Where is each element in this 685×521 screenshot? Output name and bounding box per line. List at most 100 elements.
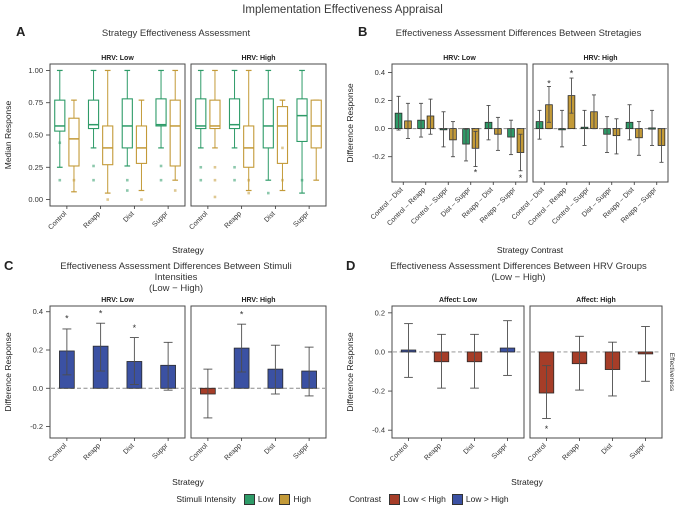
svg-text:HRV: Low: HRV: Low — [101, 55, 134, 62]
legend-label-high: High — [293, 494, 311, 504]
svg-text:HRV: High: HRV: High — [241, 55, 275, 62]
panel-c: C Effectiveness Assessment Differences B… — [0, 256, 342, 488]
panel-a-letter: A — [16, 24, 26, 39]
svg-text:Reapp: Reapp — [82, 442, 102, 462]
svg-text:-0.2: -0.2 — [372, 152, 385, 161]
panel-c-title-line2: (Low − High) — [148, 283, 204, 294]
svg-text:Control: Control — [47, 210, 68, 231]
svg-text:0.0: 0.0 — [375, 124, 385, 133]
svg-text:Strategy Contrast: Strategy Contrast — [497, 245, 564, 255]
panel-a: A Strategy Effectiveness Assessment Medi… — [0, 20, 342, 256]
svg-text:-0.4: -0.4 — [372, 426, 385, 435]
panel-d-chart: Difference Response 0.2 0.0 -0.2 -0.4 Affect:… — [345, 297, 675, 487]
svg-text:*: * — [570, 68, 574, 78]
svg-text:Reapp: Reapp — [223, 442, 243, 462]
svg-text:Suppr: Suppr — [151, 210, 170, 229]
panel-c-title: Effectiveness Assessment Differences Bet… — [0, 256, 342, 294]
panel-grid: A Strategy Effectiveness Assessment Medi… — [0, 20, 685, 488]
svg-text:*: * — [240, 310, 244, 320]
figure-title: Implementation Effectiveness Appraisal — [242, 4, 443, 16]
svg-text:Difference Response: Difference Response — [3, 332, 13, 411]
svg-text:HRV: High: HRV: High — [241, 297, 275, 304]
svg-text:Affect: High: Affect: High — [576, 297, 616, 304]
svg-text:Suppr: Suppr — [151, 442, 170, 461]
svg-text:Dist: Dist — [263, 210, 277, 224]
svg-text:0.4: 0.4 — [33, 307, 43, 316]
legend-item-high: High — [279, 493, 311, 505]
legend-swatch-red — [389, 493, 401, 505]
panel-b-letter: B — [358, 24, 368, 39]
svg-text:Control: Control — [188, 210, 209, 231]
svg-text:Suppr: Suppr — [629, 442, 648, 461]
legend-label-low-gt-high: Low > High — [465, 494, 509, 504]
panel-d-letter: D — [346, 258, 356, 273]
svg-text:Affect: Low: Affect: Low — [439, 297, 478, 304]
svg-text:0.00: 0.00 — [28, 195, 43, 204]
svg-text:HRV: Low: HRV: Low — [101, 297, 134, 304]
legend-swatch-green — [243, 493, 255, 505]
panel-d-title: Effectiveness Assessment Differences Bet… — [342, 256, 685, 283]
svg-text:Reapp: Reapp — [423, 442, 443, 462]
figure-legend: Stimuli Intensity Low High Contrast Low … — [0, 488, 685, 510]
legend-swatch-gold — [279, 493, 291, 505]
svg-text:*: * — [547, 78, 551, 88]
legend-contrast-title: Contrast — [348, 494, 382, 504]
svg-text:Effectiveness: Effectiveness — [668, 353, 675, 392]
svg-text:*: * — [99, 309, 103, 319]
legend-item-low-gt-high: Low > High — [451, 493, 509, 505]
svg-text:Control: Control — [527, 442, 548, 463]
legend-label-low: Low — [257, 494, 274, 504]
svg-text:Dist: Dist — [462, 442, 476, 456]
svg-text:Dist: Dist — [122, 210, 136, 224]
panel-c-letter: C — [4, 258, 14, 273]
svg-text:Strategy: Strategy — [172, 245, 204, 255]
panel-d-title-line1: Effectiveness Assessment Differences Bet… — [390, 261, 647, 272]
svg-text:*: * — [519, 173, 523, 183]
svg-text:Strategy: Strategy — [172, 477, 204, 487]
legend-stimuli-title: Stimuli Intensity — [176, 494, 236, 504]
svg-text:0.2: 0.2 — [375, 308, 385, 317]
svg-text:Dist: Dist — [122, 442, 136, 456]
panel-c-chart: Difference Response 0.4 0.2 0.0 -0.2 HRV: Low… — [3, 297, 327, 487]
svg-text:Strategy: Strategy — [511, 477, 543, 487]
legend-item-low: Low — [243, 493, 274, 505]
panel-b-chart: Difference Response 0.4 0.2 0.0 -0.2 HRV: Low… — [345, 55, 669, 255]
svg-text:0.50: 0.50 — [28, 131, 43, 140]
svg-text:Reapp: Reapp — [223, 210, 243, 230]
legend-contrast: Contrast Low < High Low > High — [348, 493, 509, 505]
svg-text:Reapp: Reapp — [561, 442, 581, 462]
svg-text:Dist: Dist — [600, 442, 614, 456]
svg-text:HRV: Low: HRV: Low — [443, 55, 476, 62]
svg-text:-0.2: -0.2 — [30, 422, 43, 431]
svg-text:0.2: 0.2 — [375, 96, 385, 105]
svg-text:0.4: 0.4 — [375, 68, 385, 77]
legend-stimuli-intensity: Stimuli Intensity Low High — [176, 493, 311, 505]
svg-text:Median Response: Median Response — [3, 100, 13, 169]
svg-text:0.25: 0.25 — [28, 163, 43, 172]
svg-text:*: * — [474, 167, 478, 177]
svg-text:Suppr: Suppr — [491, 442, 510, 461]
svg-text:Control: Control — [389, 442, 410, 463]
legend-swatch-blue — [451, 493, 463, 505]
svg-text:*: * — [545, 424, 549, 434]
svg-text:Control: Control — [47, 442, 68, 463]
panel-c-title-line1: Effectiveness Assessment Differences Bet… — [60, 261, 292, 283]
svg-text:Difference Response: Difference Response — [345, 332, 355, 411]
svg-text:HRV: High: HRV: High — [583, 55, 617, 62]
svg-text:Difference Response: Difference Response — [345, 83, 355, 162]
legend-item-low-lt-high: Low < High — [389, 493, 446, 505]
panel-a-title: Strategy Effectiveness Assessment — [101, 28, 251, 39]
svg-text:0.0: 0.0 — [33, 384, 43, 393]
svg-text:0.75: 0.75 — [28, 98, 43, 107]
svg-text:*: * — [65, 313, 69, 323]
panel-b-title: Effectiveness Assessment Differences Bet… — [395, 28, 642, 39]
svg-text:*: * — [133, 323, 137, 333]
svg-text:Suppr: Suppr — [292, 210, 311, 229]
svg-text:0.2: 0.2 — [33, 346, 43, 355]
panel-d: D Effectiveness Assessment Differences B… — [342, 256, 685, 488]
legend-label-low-lt-high: Low < High — [403, 494, 446, 504]
svg-text:Reapp: Reapp — [82, 210, 102, 230]
svg-text:Suppr: Suppr — [292, 442, 311, 461]
svg-text:0.0: 0.0 — [375, 347, 385, 356]
